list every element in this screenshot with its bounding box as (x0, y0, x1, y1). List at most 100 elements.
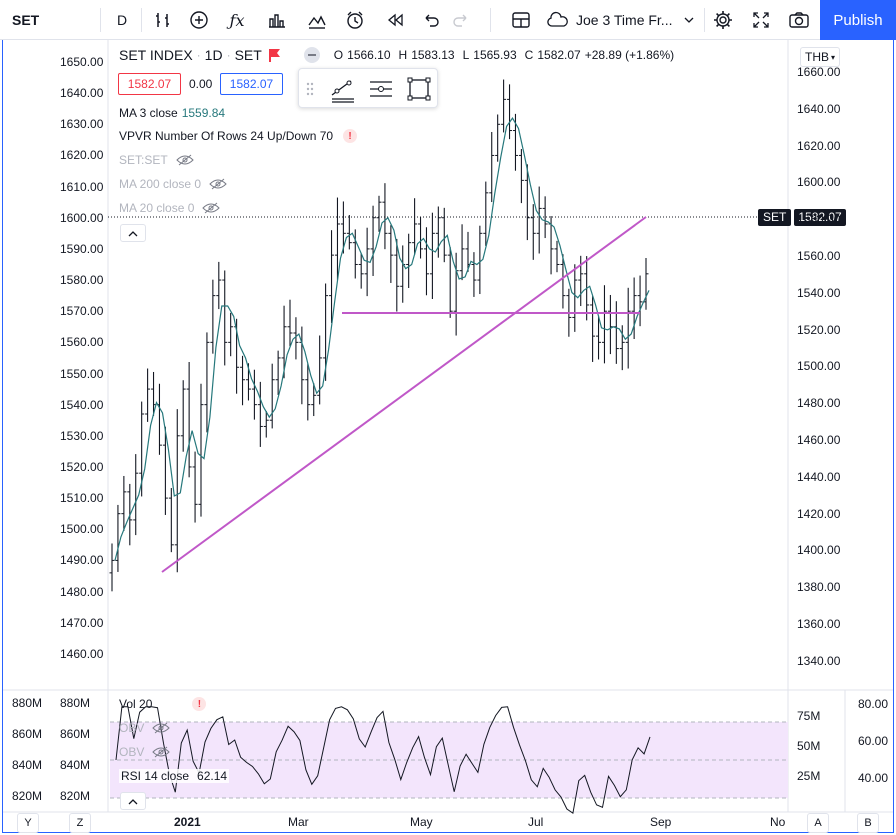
left-axis-tick: 1540.00 (60, 397, 104, 412)
right-axis-tick: 1440.00 (797, 469, 841, 484)
legend-interval: 1D (204, 47, 223, 63)
chart-type-icon[interactable] (146, 0, 180, 40)
hidden-eye-icon[interactable] (152, 746, 171, 758)
vpvr-label: VPVR Number Of Rows 24 Up/Down 70 (119, 129, 334, 143)
rsi-line (115, 706, 651, 815)
minimize-circle-icon[interactable] (303, 47, 320, 63)
layout-grid-icon[interactable] (504, 0, 538, 40)
left-axis-tick: 1490.00 (60, 553, 104, 568)
right-axis-tick: 1480.00 (797, 396, 841, 411)
line-style-icon[interactable] (329, 75, 357, 103)
right-axis-tick: 1340.00 (797, 653, 841, 668)
scale-b-button[interactable]: B (857, 813, 879, 833)
layout-name: Joe 3 Time Fr... (576, 12, 673, 28)
bid-badge[interactable]: 1582.07 (118, 73, 181, 95)
scale-y-button[interactable]: Y (17, 813, 39, 833)
right-axis-tick: 1600.00 (797, 175, 841, 190)
volume-axis-tick: 860M (12, 727, 43, 741)
left-axis-tick: 1570.00 (60, 304, 104, 319)
last-price-tag: SET 1582.07 (758, 209, 846, 226)
symbol-name[interactable]: SET INDEX (119, 47, 193, 63)
financials-icon[interactable] (260, 0, 294, 40)
chart-frame (2, 40, 894, 833)
left-axis-tick: 1500.00 (60, 522, 104, 537)
ohlc-close: 1582.07 (537, 48, 581, 62)
cloud-layout-button[interactable]: Joe 3 Time Fr... (546, 0, 701, 40)
obv-legend-1[interactable]: OBV (119, 721, 171, 735)
volume-axis-tick: 840M (60, 758, 91, 772)
obv-axis-tick: 25M (797, 769, 821, 783)
ask-badge[interactable]: 1582.07 (220, 73, 283, 95)
right-axis-tick: 1540.00 (797, 285, 841, 300)
redo-icon[interactable] (446, 0, 476, 40)
rsi-legend[interactable]: RSI 14 close 62.14 (119, 769, 230, 783)
rsi-value: 62.14 (197, 769, 228, 783)
interval-button[interactable]: D (116, 12, 128, 28)
alert-clock-icon[interactable] (338, 0, 372, 40)
publish-button[interactable]: Publish (820, 0, 896, 40)
symbol-search-button[interactable]: SET (12, 12, 40, 28)
compare-add-icon[interactable] (182, 0, 216, 40)
ma3-line (114, 116, 650, 561)
templates-icon[interactable] (300, 0, 334, 40)
hidden-eye-icon[interactable] (209, 178, 227, 190)
ma3-legend[interactable]: MA 3 close 1559.84 (119, 106, 225, 120)
error-icon[interactable]: ! (192, 697, 207, 711)
volume-axis-tick: 880M (12, 696, 43, 710)
hidden-eye-icon[interactable] (202, 202, 221, 214)
left-axis-tick: 1590.00 (60, 241, 104, 256)
right-axis-tick: 1400.00 (797, 543, 841, 558)
scale-z-button[interactable]: Z (69, 813, 91, 833)
volume-axis-tick: 820M (12, 789, 43, 803)
left-axis-tick: 1610.00 (60, 179, 104, 194)
collapse-legend-button[interactable] (120, 224, 146, 242)
set-compare-legend[interactable]: SET:SET (119, 153, 194, 167)
toolbar-divider (141, 8, 142, 32)
indicators-icon[interactable]: ƒx (229, 10, 245, 30)
ma3-label: MA 3 close (119, 106, 178, 120)
replay-icon[interactable] (378, 0, 412, 40)
trend-line[interactable] (161, 216, 647, 573)
flag-icon[interactable] (268, 48, 282, 62)
select-box-icon[interactable] (405, 75, 433, 103)
left-axis-tick: 1630.00 (60, 117, 104, 132)
ohlc-low: 1565.93 (473, 48, 517, 62)
chevron-down-icon (684, 17, 694, 23)
spread-value: 0.00 (189, 77, 213, 91)
ohlc-open-label: O (333, 48, 344, 62)
line-options-icon[interactable] (367, 75, 395, 103)
ma200-legend[interactable]: MA 200 close 0 (119, 177, 227, 191)
settings-gear-icon[interactable] (706, 0, 740, 40)
right-axis-tick: 1640.00 (797, 101, 841, 116)
ohlc-low-label: L (462, 48, 470, 62)
obv-legend-2[interactable]: OBV (119, 745, 171, 759)
ma20-legend[interactable]: MA 20 close 0 (119, 201, 221, 215)
drag-handle-icon[interactable] (305, 82, 315, 96)
time-axis-label: 2021 (174, 815, 201, 829)
hidden-eye-icon[interactable] (152, 722, 171, 734)
scale-auto-button[interactable]: A (807, 813, 829, 833)
ma3-value: 1559.84 (181, 106, 226, 120)
right-axis-tick: 1580.00 (797, 212, 841, 227)
volume-axis-tick: 840M (12, 758, 43, 772)
currency-button[interactable]: THB ▾ (800, 47, 840, 67)
fullscreen-icon[interactable] (744, 0, 778, 40)
hidden-eye-icon[interactable] (175, 154, 194, 166)
chevron-up-icon (128, 799, 138, 805)
ohlc-high: 1583.13 (411, 48, 455, 62)
right-axis-tick: 1660.00 (797, 65, 841, 79)
collapse-indicators-button[interactable] (120, 792, 146, 810)
camera-icon[interactable] (782, 0, 816, 40)
vpvr-legend[interactable]: VPVR Number Of Rows 24 Up/Down 70! (119, 129, 358, 143)
volume-axis-tick: 880M (60, 696, 91, 710)
ma20-label: MA 20 close 0 (119, 201, 195, 215)
left-axis-tick: 1520.00 (60, 459, 104, 474)
obv-label: OBV (119, 745, 145, 759)
rsi-axis-tick: 60.00 (858, 734, 889, 748)
vol-legend[interactable]: Vol 20! (119, 697, 207, 711)
error-icon[interactable]: ! (343, 129, 358, 143)
main-legend: SET INDEX · 1D · SET O 1566.10 H 1583.13 L… (119, 47, 674, 63)
toolbar-divider (704, 8, 705, 32)
undo-icon[interactable] (416, 0, 446, 40)
